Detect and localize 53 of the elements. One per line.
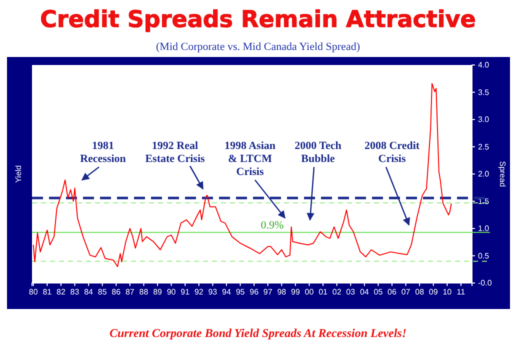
text: Current Corporate Bond Yield Spreads At Recession Levels!	[109, 326, 407, 340]
x-tick-label: 88	[139, 288, 149, 297]
y2-axis-title: Spread	[498, 161, 507, 187]
x-tick-label: 04	[360, 288, 370, 297]
chart-title: Credit Spreads Remain Attractive	[40, 7, 476, 33]
x-tick-label: 97	[263, 288, 273, 297]
annotation: 2000 Tech Bubble	[294, 140, 342, 165]
y-tick-label: 2.0	[478, 170, 490, 179]
x-tick-label: 93	[208, 288, 218, 297]
annotation: 1998 Asian & LTCM Crisis	[224, 140, 276, 178]
x-tick-label: 86	[112, 288, 122, 297]
x-tick-label: 90	[166, 288, 176, 297]
y-tick-label: 3.0	[478, 115, 490, 124]
x-tick-label: 91	[180, 288, 190, 297]
x-tick-label: 00	[304, 288, 314, 297]
y-tick-label: 1.0	[478, 224, 490, 234]
x-tick-label: 05	[374, 288, 384, 297]
x-tick-label: 99	[290, 288, 300, 297]
x-tick-label: 84	[84, 288, 94, 297]
x-tick-label: 06	[388, 288, 397, 297]
ref-line-label: 0.9%	[260, 219, 284, 232]
chart-subtitle: (Mid Corporate vs. Mid Canada Yield Spread)	[156, 41, 360, 53]
line-series	[32, 83, 452, 268]
x-tick-label: 96	[250, 288, 260, 297]
x-tick-label: 11	[456, 288, 466, 297]
x-tick-label: 92	[194, 288, 204, 297]
x-tick-label: 80	[28, 288, 38, 297]
x-tick-label: 08	[415, 288, 425, 297]
x-tick-label: 87	[125, 288, 135, 297]
x-tick-label: 03	[346, 288, 356, 297]
annotation: 2008 Credit Crisis	[364, 140, 420, 165]
x-tick-label: 85	[98, 288, 108, 297]
x-tick-label: 83	[70, 288, 80, 297]
y-tick-label: 0.5	[478, 251, 490, 260]
x-tick-label: 09	[428, 288, 438, 297]
x-tick-label: 07	[401, 288, 411, 297]
y-tick-label: 3.5	[478, 88, 490, 97]
x-tick-label: 89	[153, 288, 163, 297]
x-tick-label: 01	[318, 288, 328, 297]
x-tick-label: 02	[332, 288, 342, 297]
x-tick-label: 82	[56, 288, 66, 297]
x-tick-label: 94	[222, 288, 232, 297]
annotation: 1992 Real Estate Crisis	[145, 140, 206, 165]
y-tick-label: 1.5	[478, 196, 490, 206]
y-tick-label: 4.0	[478, 60, 490, 70]
x-tick-label: 81	[42, 288, 52, 297]
x-tick-label: 10	[442, 288, 452, 297]
y-tick-label: 2.5	[478, 142, 490, 152]
annotation: 1981 Recession	[80, 140, 126, 165]
y-tick-label: -0.0	[478, 278, 492, 288]
x-tick-label: 98	[277, 288, 287, 297]
x-tick-label: 95	[236, 288, 246, 297]
y-axis-title: Yield	[14, 165, 23, 183]
